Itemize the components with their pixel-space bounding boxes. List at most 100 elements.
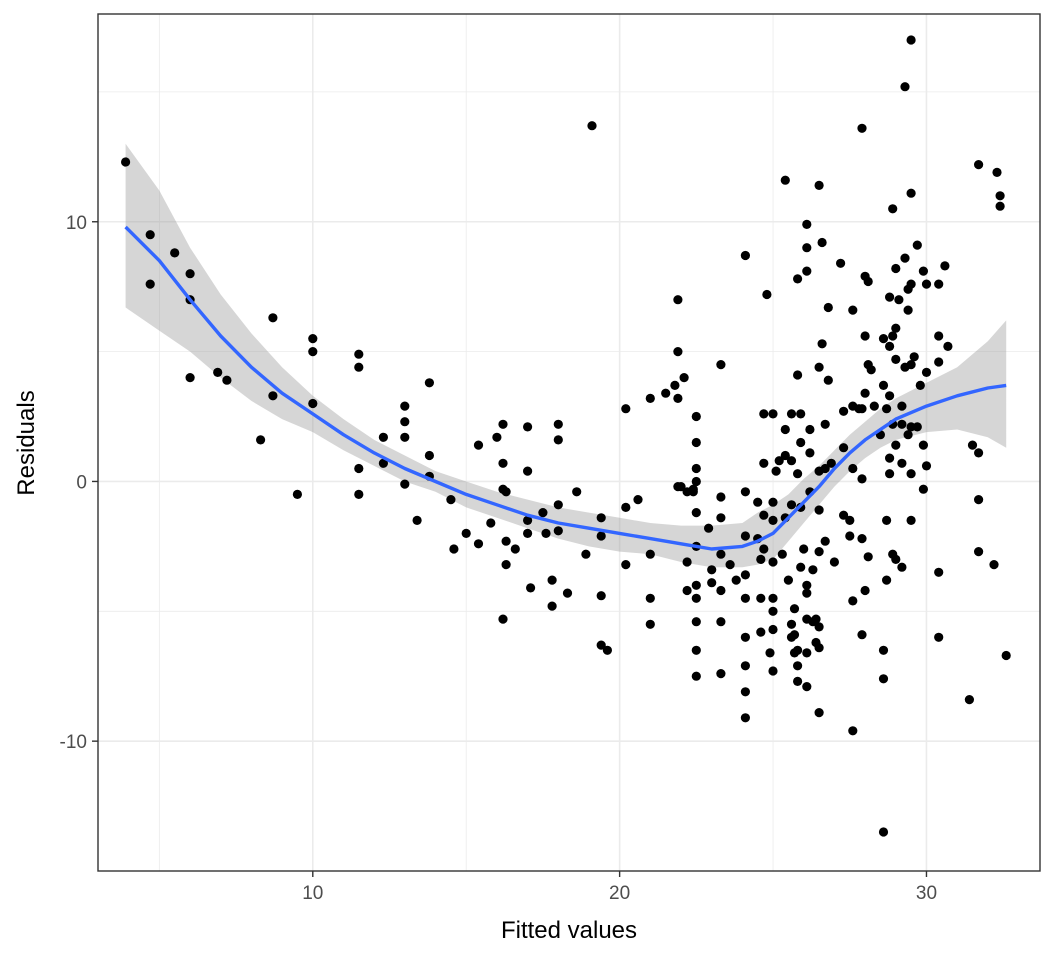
data-point [793,370,803,380]
data-point [501,536,511,546]
data-point [145,279,155,289]
data-point [661,388,671,398]
data-point [716,549,726,559]
data-point [943,341,953,351]
data-point [921,279,932,289]
data-point [934,357,944,367]
data-point [691,507,701,518]
data-point [354,489,364,499]
x-axis-title: Fitted values [501,917,637,944]
data-point [308,347,318,357]
y-axis-title: Residuals [13,390,40,495]
data-point [768,557,778,567]
data-point [473,539,484,549]
data-point [759,510,769,520]
data-point [891,554,901,565]
data-point [768,593,778,603]
data-point [768,624,778,635]
data-point [756,554,766,565]
y-tick-label: 10 [66,213,87,234]
data-point [587,121,597,131]
data-point [765,648,775,658]
data-point [354,362,364,372]
data-point [817,237,827,248]
data-point [897,562,907,572]
data-point [786,500,797,510]
data-point [501,487,511,497]
data-point [793,469,803,479]
data-point [645,393,655,403]
data-point [268,313,278,323]
data-point [974,160,984,170]
data-point [918,266,929,276]
data-point [768,515,778,526]
data-point [823,302,833,313]
data-point [786,409,797,419]
data-point [974,448,984,458]
x-tick-labels: 10 20 30 [302,883,937,904]
data-point [762,289,772,300]
data-point [486,518,496,528]
data-point [424,378,434,388]
data-point [906,515,916,526]
data-point [940,261,950,271]
data-point [885,453,895,463]
data-point [547,601,557,611]
data-point [621,560,631,570]
panel-border [97,13,1041,872]
data-point [740,713,751,723]
data-point [789,630,800,640]
data-point [863,276,873,287]
data-point [891,440,901,450]
data-point [839,443,849,453]
data-point [878,827,889,837]
data-point [839,510,849,520]
data-point [882,515,892,526]
data-point [878,674,889,684]
data-point [860,331,870,341]
data-point [424,450,434,461]
data-point [888,331,898,341]
data-point [633,495,643,505]
data-point [897,401,907,411]
data-point [989,560,999,570]
data-point [461,528,471,539]
data-point [823,375,833,385]
data-point [645,619,655,629]
data-point [498,458,508,468]
data-point [673,295,683,305]
data-point [836,258,846,268]
data-point [308,334,318,344]
data-point [909,352,919,362]
data-point [780,450,790,461]
data-point [921,367,932,377]
data-point [412,515,422,526]
data-point [860,585,870,596]
data-point [256,435,266,445]
data-point [885,391,895,401]
data-point [906,188,916,198]
data-point [740,632,751,642]
data-point [805,448,815,458]
data-point [378,432,388,442]
data-point [796,409,806,419]
data-point [857,404,867,414]
data-point [789,604,800,614]
data-point [878,334,889,344]
data-point [523,466,533,476]
data-point [716,669,726,679]
data-point [725,560,735,570]
data-point [802,580,812,590]
data-point [885,469,895,479]
data-point [808,565,818,575]
data-point [912,240,922,250]
data-point [885,292,895,302]
data-point [716,492,726,502]
data-point [596,640,606,650]
y-tick-label: 0 [76,472,87,493]
data-point [691,411,701,422]
data-point [857,534,867,544]
data-point [759,458,769,468]
y-tick-label: -10 [60,732,87,753]
